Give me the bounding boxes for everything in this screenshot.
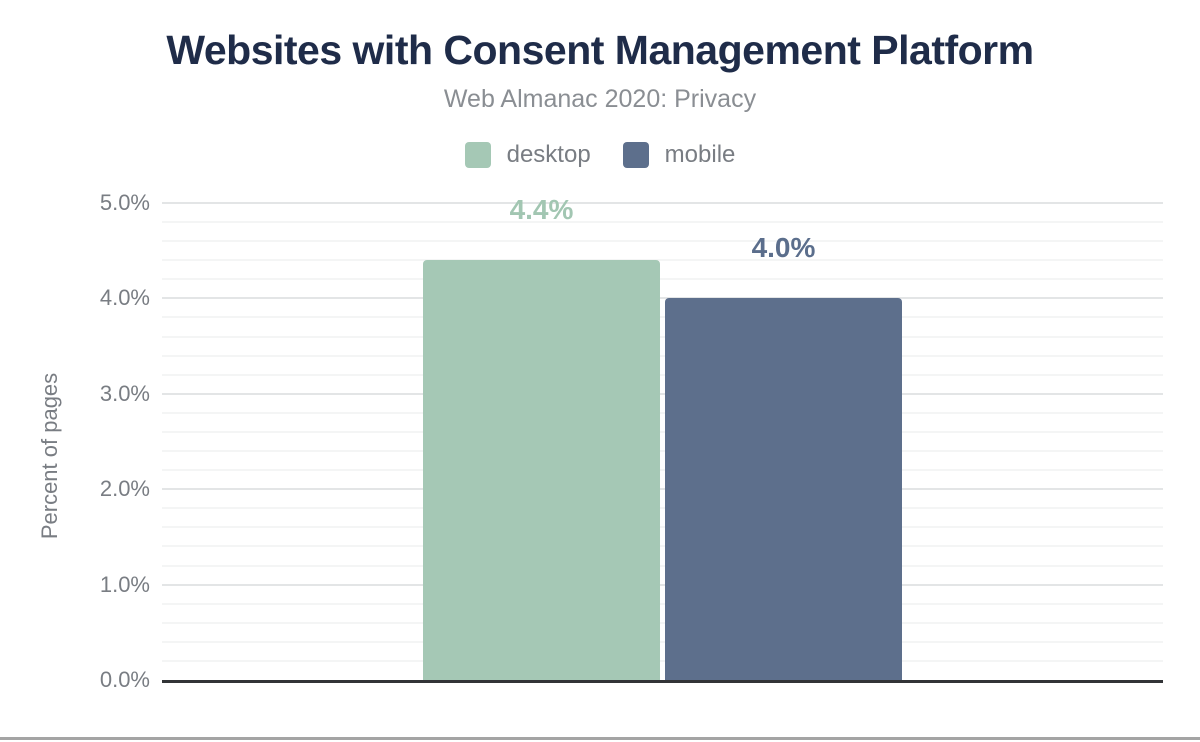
gridline-minor (162, 526, 1163, 529)
legend: desktop mobile (0, 141, 1200, 169)
legend-label-desktop: desktop (506, 141, 591, 168)
y-tick-label: 0.0% (99, 667, 150, 692)
gridline-minor (162, 335, 1163, 338)
gridline-major (162, 202, 1163, 204)
legend-label-mobile: mobile (664, 141, 736, 168)
bar-mobile[interactable] (665, 298, 902, 680)
legend-swatch-desktop-icon (464, 142, 491, 168)
gridline-minor (162, 640, 1163, 643)
bar-desktop[interactable] (423, 260, 660, 680)
gridline-minor (162, 564, 1163, 567)
legend-item-desktop[interactable]: desktop (464, 141, 591, 169)
gridline-minor (162, 316, 1163, 319)
gridline-major (162, 583, 1163, 586)
chart-title: Websites with Consent Management Platfor… (166, 27, 1034, 73)
bar-value-label-desktop: 4.4% (509, 194, 574, 226)
gridline-minor (162, 373, 1163, 376)
y-tick-label: 1.0% (99, 571, 150, 597)
gridline-minor (162, 469, 1163, 472)
gridline-minor (162, 240, 1163, 243)
plot-area: 4.4% 4.0% (162, 196, 1163, 683)
gridline-minor (162, 430, 1163, 433)
legend-swatch-mobile-icon (622, 142, 649, 168)
gridline-minor (162, 259, 1163, 262)
gridline-minor (162, 602, 1163, 605)
gridline-minor (162, 507, 1163, 510)
gridline-minor (162, 411, 1163, 414)
bar-value-label-mobile: 4.0% (751, 232, 816, 264)
gridline-major (162, 297, 1163, 300)
y-tick-label: 5.0% (99, 190, 150, 215)
gridline-minor (162, 621, 1163, 624)
chart-subtitle: Web Almanac 2020: Privacy (443, 85, 757, 113)
gridline-major (162, 488, 1163, 491)
gridline-major (162, 392, 1163, 395)
footer-divider (0, 737, 1200, 740)
gridline-minor (162, 221, 1163, 224)
y-tick-label: 4.0% (99, 285, 150, 311)
gridline-minor (162, 450, 1163, 453)
gridline-minor (162, 659, 1163, 662)
gridline-minor (162, 278, 1163, 281)
y-tick-label: 3.0% (99, 380, 150, 406)
y-tick-label: 2.0% (99, 476, 150, 502)
gridline-minor (162, 354, 1163, 357)
gridline-minor (162, 545, 1163, 548)
legend-item-mobile[interactable]: mobile (622, 141, 736, 169)
